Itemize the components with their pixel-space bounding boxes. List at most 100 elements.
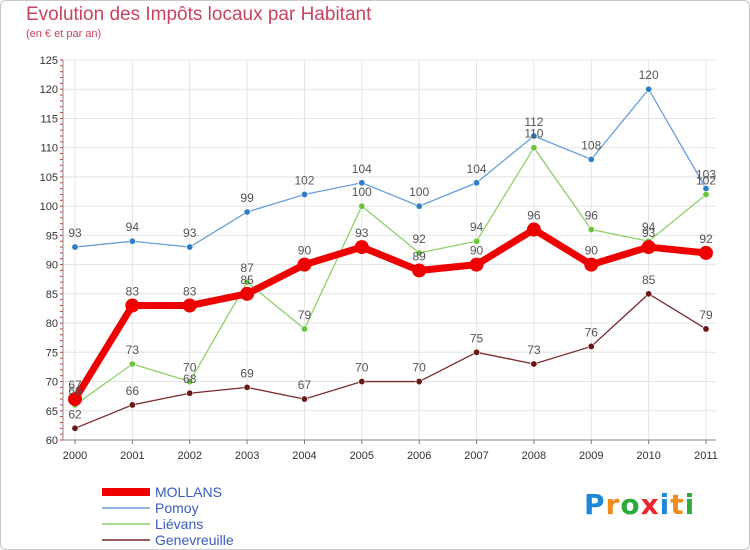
y-tick-label: 110 <box>40 143 58 155</box>
data-point <box>645 290 653 298</box>
x-tick-label: 2002 <box>177 450 201 462</box>
data-label: 96 <box>527 209 541 223</box>
data-point <box>243 278 251 286</box>
data-point <box>243 383 251 391</box>
data-point <box>415 202 423 210</box>
y-tick-label: 105 <box>40 172 58 184</box>
data-point <box>412 263 427 278</box>
data-label: 70 <box>413 361 427 375</box>
logo-letter: o <box>620 488 641 521</box>
data-label: 68 <box>183 372 197 386</box>
data-label: 93 <box>68 226 82 240</box>
proxiti-logo: Proxiti <box>584 488 695 521</box>
data-label: 102 <box>294 173 314 187</box>
data-point <box>530 144 538 152</box>
x-tick-label: 2004 <box>292 450 316 462</box>
x-tick-label: 2007 <box>464 450 488 462</box>
y-tick-label: 65 <box>46 406 58 418</box>
x-tick-label: 2001 <box>120 450 144 462</box>
x-tick-label: 2009 <box>579 450 603 462</box>
series-line <box>74 293 707 429</box>
y-tick-label: 100 <box>40 201 58 213</box>
data-point <box>358 378 366 386</box>
data-labels-genevreuille: 62 66 68 69 67 70 70 75 73 76 85 79 <box>68 273 713 421</box>
data-point <box>186 243 194 251</box>
legend-label: Liévans <box>155 516 203 532</box>
data-label: 104 <box>352 162 372 176</box>
data-label: 70 <box>355 361 369 375</box>
data-label: 93 <box>355 226 369 240</box>
data-point <box>699 245 713 260</box>
data-point <box>240 286 255 301</box>
data-point <box>358 179 366 187</box>
logo-letter: x <box>640 488 660 521</box>
data-label: 94 <box>642 220 656 234</box>
data-label: 85 <box>240 273 254 287</box>
y-tick-label: 125 <box>40 55 58 67</box>
data-labels-liévans: 66 73 70 87 79 100 92 94 110 96 94 102 <box>68 127 716 398</box>
data-label: 100 <box>352 185 372 199</box>
data-point <box>71 424 79 432</box>
y-tick-label: 80 <box>46 318 58 330</box>
data-label: 79 <box>699 308 713 322</box>
data-point <box>587 342 595 350</box>
data-label: 120 <box>639 68 659 82</box>
data-label: 66 <box>126 384 140 398</box>
data-label: 70 <box>183 361 197 375</box>
data-point <box>530 360 538 368</box>
series-line <box>74 146 707 406</box>
data-label: 67 <box>68 378 82 392</box>
x-tick-label: 2010 <box>636 450 660 462</box>
data-label: 89 <box>413 249 427 263</box>
data-label: 92 <box>699 232 713 246</box>
data-label: 96 <box>585 209 599 223</box>
data-label: 67 <box>298 378 312 392</box>
data-point <box>645 85 653 93</box>
x-tick-label: 2011 <box>694 450 718 462</box>
data-point <box>300 325 308 333</box>
data-point <box>526 222 541 237</box>
x-tick-label: 2000 <box>63 450 87 462</box>
data-point <box>186 378 194 386</box>
data-label: 87 <box>240 261 254 275</box>
data-point <box>587 226 595 234</box>
data-label: 79 <box>298 308 312 322</box>
y-tick-label: 95 <box>46 230 58 242</box>
data-label: 62 <box>68 407 82 421</box>
data-point <box>702 190 710 198</box>
data-label: 100 <box>409 185 429 199</box>
data-point <box>415 249 423 257</box>
data-label: 104 <box>467 162 487 176</box>
data-label: 93 <box>642 226 656 240</box>
chart-subtitle: (en € et par an) <box>26 28 102 40</box>
legend-label: Pomoy <box>155 500 199 516</box>
data-label: 73 <box>527 343 541 357</box>
data-point <box>297 257 312 272</box>
data-point <box>469 257 484 272</box>
data-label: 83 <box>183 285 197 299</box>
data-point <box>128 360 136 368</box>
data-labels-mollans: 67 83 83 85 90 93 89 90 96 90 93 92 <box>68 209 713 393</box>
data-label: 103 <box>696 168 716 182</box>
data-point <box>300 190 308 198</box>
series-pomoy <box>71 85 710 251</box>
x-tick-label: 2003 <box>235 450 259 462</box>
data-point <box>125 298 140 313</box>
data-point <box>530 132 538 140</box>
series-genevreuille <box>71 290 710 432</box>
data-label: 92 <box>413 232 427 246</box>
y-tick-label: 60 <box>46 435 58 447</box>
data-point <box>243 208 251 216</box>
data-point <box>358 202 366 210</box>
data-point <box>587 155 595 163</box>
data-point <box>354 240 369 255</box>
data-point <box>68 392 82 407</box>
x-tick-label: 2006 <box>407 450 431 462</box>
series-line <box>71 226 710 403</box>
data-label: 93 <box>183 226 197 240</box>
legend-label: Genevreuille <box>155 532 234 548</box>
x-tick-label: 2005 <box>350 450 374 462</box>
series-mollans <box>68 222 713 407</box>
data-point <box>128 237 136 245</box>
